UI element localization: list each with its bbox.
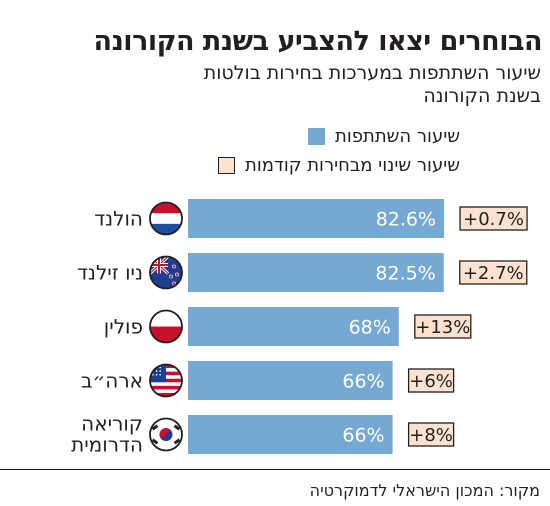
- change-box: [407, 368, 455, 393]
- category-label: פולין: [104, 315, 143, 339]
- legend-item-participation: שיעור השתתפות: [308, 126, 460, 147]
- south-korea-flag-icon: [149, 417, 183, 452]
- chart-subtitle: שיעור השתתפות במערכות בחירות בולטות בשנת…: [203, 62, 541, 107]
- bar-value-label: 68%: [349, 317, 391, 339]
- bar-value-label: 82.5%: [375, 263, 435, 285]
- bar-participation: [188, 361, 393, 400]
- change-box: [459, 206, 528, 231]
- change-value-label: +6%: [409, 371, 453, 392]
- chart-title: הבוחרים יצאו להצביע בשנת הקורונה: [93, 26, 543, 57]
- bar-participation: [188, 307, 399, 346]
- source-note: מקור: המכון הישראלי לדמוקרטיה: [309, 481, 540, 500]
- legend-swatch-change: [218, 157, 236, 174]
- legend-label-change: שיעור שינוי מבחירות קודמות: [245, 155, 460, 176]
- category-label: קוריאה הדרומית: [71, 412, 143, 457]
- legend-swatch-participation: [308, 128, 326, 145]
- change-box: [459, 260, 528, 285]
- bar-participation: [188, 199, 445, 238]
- category-label: ניו זילנד: [77, 261, 143, 285]
- netherlands-flag-icon: [149, 201, 183, 236]
- change-box: [407, 422, 455, 447]
- bar-participation: [188, 415, 393, 454]
- change-box: [414, 314, 472, 339]
- footer-divider: [0, 469, 550, 470]
- bar-chart: 82.6% +0.7% הולנד 82.5% +2.7% ניו זילנד 68% +13…: [71, 199, 528, 457]
- change-value-label: +13%: [415, 317, 470, 338]
- category-label: ארה״ב: [81, 369, 143, 393]
- legend-label-participation: שיעור השתתפות: [335, 126, 460, 147]
- category-label: הולנד: [94, 207, 143, 231]
- new-zealand-flag-icon: [149, 255, 183, 290]
- change-value-label: +2.7%: [463, 263, 524, 284]
- change-value-label: +8%: [409, 425, 453, 446]
- bar-value-label: 66%: [342, 425, 384, 447]
- usa-flag-icon: [149, 363, 183, 398]
- bar-value-label: 66%: [342, 371, 384, 393]
- legend-item-change: שיעור שינוי מבחירות קודמות: [218, 155, 460, 176]
- bar-value-label: 82.6%: [376, 209, 436, 231]
- poland-flag-icon: [149, 309, 183, 344]
- change-value-label: +0.7%: [463, 209, 524, 230]
- bar-participation: [188, 253, 444, 292]
